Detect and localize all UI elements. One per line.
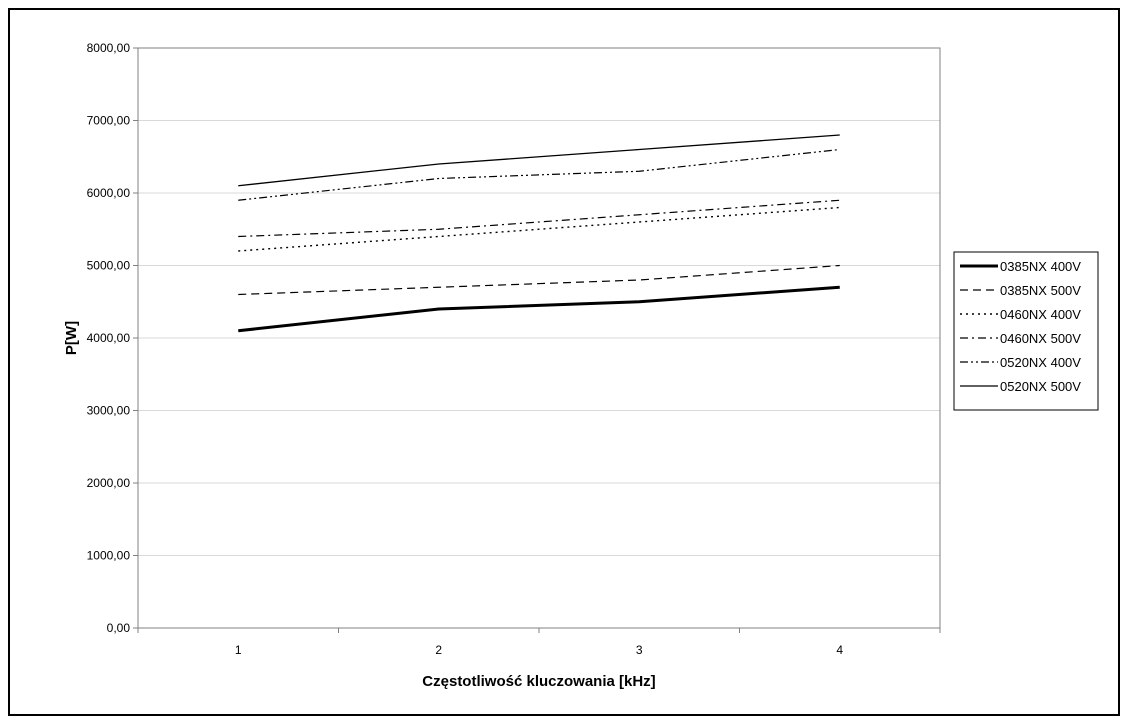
y-tick-label: 2000,00 bbox=[87, 476, 131, 490]
series-line-0460nx-500v bbox=[238, 199, 840, 238]
series-lines bbox=[238, 134, 840, 333]
legend-label: 0460NX 500V bbox=[1000, 331, 1081, 346]
legend-label: 0385NX 500V bbox=[1000, 283, 1081, 298]
y-tick-label: 4000,00 bbox=[87, 331, 131, 345]
legend-box bbox=[953, 251, 1099, 411]
legend-label: 0385NX 400V bbox=[1000, 259, 1081, 274]
axes: 0,00 1000,00 2000,00 3000,00 4000,00 5000,00 6… bbox=[87, 41, 941, 657]
chart-frame bbox=[8, 8, 1120, 716]
series-line-0520nx-500v bbox=[238, 134, 840, 187]
legend-label: 0460NX 400V bbox=[1000, 307, 1081, 322]
series-line-0460nx-400v bbox=[238, 206, 840, 252]
y-tick-label: 3000,00 bbox=[87, 404, 131, 418]
legend-label: 0520NX 500V bbox=[1000, 379, 1081, 394]
series-line-0385nx-500v bbox=[238, 264, 840, 296]
y-tick-label: 5000,00 bbox=[87, 259, 131, 273]
x-tick-label: 3 bbox=[636, 643, 643, 657]
x-tick-label: 1 bbox=[235, 643, 242, 657]
x-tick-label: 4 bbox=[836, 643, 843, 657]
y-axis-title: P[W] bbox=[63, 321, 80, 355]
legend: 0385NX 400V 0385NX 500V 0460NX 400V 0460NX … bbox=[953, 251, 1099, 411]
y-tick-label: 8000,00 bbox=[87, 41, 131, 55]
y-tick-label: 7000,00 bbox=[87, 114, 131, 128]
x-axis-title: Częstotliwość kluczowania [kHz] bbox=[422, 673, 655, 690]
y-tick-label: 6000,00 bbox=[87, 186, 131, 200]
series-line-0520nx-400v bbox=[238, 148, 840, 201]
gridlines bbox=[138, 47, 940, 556]
y-tick-label: 1000,00 bbox=[87, 549, 131, 563]
legend-label: 0520NX 400V bbox=[1000, 355, 1081, 370]
x-tick-label: 2 bbox=[435, 643, 442, 657]
series-line-0385nx-400v bbox=[238, 285, 840, 333]
y-tick-label: 0,00 bbox=[107, 621, 131, 635]
